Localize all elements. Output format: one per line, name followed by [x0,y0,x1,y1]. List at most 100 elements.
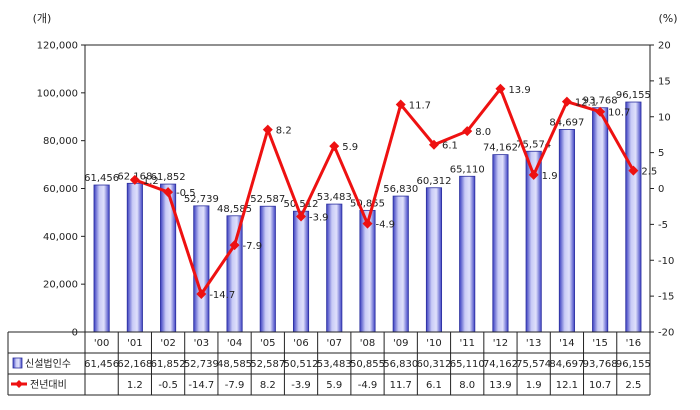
table-cell: 56,830 [383,359,418,370]
left-tick-label: 100,000 [37,88,78,99]
left-tick-label: 120,000 [37,41,78,52]
line-point [196,288,207,299]
line-point [595,106,606,117]
bar [558,129,575,333]
table-cell: 48,585 [217,359,252,370]
legend-label-line: 전년대비 [30,379,67,391]
bar [193,205,210,333]
table-cell: -7.9 [225,380,245,391]
right-tick-label: -5 [658,220,668,231]
bar-value-label: 75,574 [516,139,551,150]
bar-value-label: 56,830 [383,184,418,195]
bar [425,187,443,333]
line-value-label: 10.7 [608,108,630,119]
bar [625,101,642,333]
table-cell: 8.2 [260,380,276,391]
bar-series: 61,45662,16861,85252,73948,58552,58750,5… [84,90,651,333]
bar [326,203,343,333]
line-point [229,240,240,251]
bar-value-label: 65,110 [450,164,485,175]
line-point [528,169,539,180]
table-cell: 2.5 [625,380,641,391]
line-value-label: -7.9 [243,241,263,252]
category-label: '11 [459,338,474,349]
bar-value-label: 60,312 [416,176,451,187]
right-tick-label: -15 [658,292,674,303]
table-cell: 65,110 [450,359,485,370]
left-tick-label: 80,000 [43,136,78,147]
category-label: '07 [327,338,342,349]
category-label: '04 [227,338,242,349]
bar [93,184,110,333]
right-tick-label: -20 [658,328,674,339]
category-label: '00 [94,338,109,349]
line-value-label: 12.1 [575,98,597,109]
table-cell: 84,697 [549,359,584,370]
table-cell: 52,739 [184,359,219,370]
right-tick-label: 5 [658,148,664,159]
table-cell: 60,312 [416,359,451,370]
table-cell: 10.7 [589,380,611,391]
bar [126,182,143,333]
table-cell: 62,168 [117,359,152,370]
left-tick-label: 20,000 [43,280,78,291]
bar [226,215,243,333]
category-label: '06 [293,338,308,349]
bar [492,154,509,333]
category-label: '14 [559,338,574,349]
axes: 0 20,000 40,000 60,000 80,000 100,000 120,000 -… [37,41,675,339]
table-cell: 6.1 [426,380,442,391]
right-axis-unit: (%) [658,12,677,25]
table-cell: 1.2 [127,380,143,391]
line-point [329,141,340,152]
table-cell: -3.9 [291,380,311,391]
data-table: '00 '01 '02 '03 '04 '05 '06 '07 '08 '09 '10 '11 '12 '… [7,331,651,396]
line-point [495,83,506,94]
line-value-label: -0.5 [176,188,196,199]
line-value-label: 1.9 [542,171,558,182]
bar-value-label: 48,585 [217,204,252,215]
line-point [462,126,473,137]
table-cell: 11.7 [390,380,412,391]
table-cell: -4.9 [358,380,378,391]
line-value-label: 1.2 [143,176,159,187]
table-cell: 13.9 [489,380,511,391]
table-cell: 53,483 [317,359,352,370]
right-tick-label: 10 [658,112,671,123]
line-point [262,124,273,135]
bar-value-label: 53,483 [317,192,352,203]
line-value-label: -14.7 [209,290,235,301]
line-point [129,174,140,185]
line-value-label: 11.7 [409,101,431,112]
table-cell: 52,587 [250,359,285,370]
line-value-label: 2.5 [641,167,657,178]
table-cell: 12.1 [556,380,578,391]
bar [292,210,310,333]
left-tick-label: 60,000 [43,184,78,195]
bar-value-label: 93,768 [583,96,618,107]
line-value-label: 8.0 [475,127,491,138]
table-cell: 61,456 [84,359,119,370]
right-tick-label: -10 [658,256,674,267]
right-tick-label: 20 [658,41,671,52]
bar-value-label: 61,852 [151,172,186,183]
category-label: '16 [626,338,641,349]
bar [459,175,476,333]
category-label: '15 [592,338,607,349]
line-point [362,218,373,229]
category-label: '01 [127,338,142,349]
bar-value-label: 50,855 [350,198,385,209]
category-label: '08 [360,338,375,349]
table-cell: 93,768 [583,359,618,370]
table-cell: 74,162 [483,359,518,370]
table-cell: -0.5 [158,380,178,391]
line-point [163,187,174,198]
category-label: '02 [160,338,175,349]
table-cell: 50,512 [284,359,319,370]
line-value-label: 5.9 [342,142,358,153]
bar-value-label: 61,456 [84,173,119,184]
right-tick-label: 15 [658,76,671,87]
bar [259,205,276,333]
